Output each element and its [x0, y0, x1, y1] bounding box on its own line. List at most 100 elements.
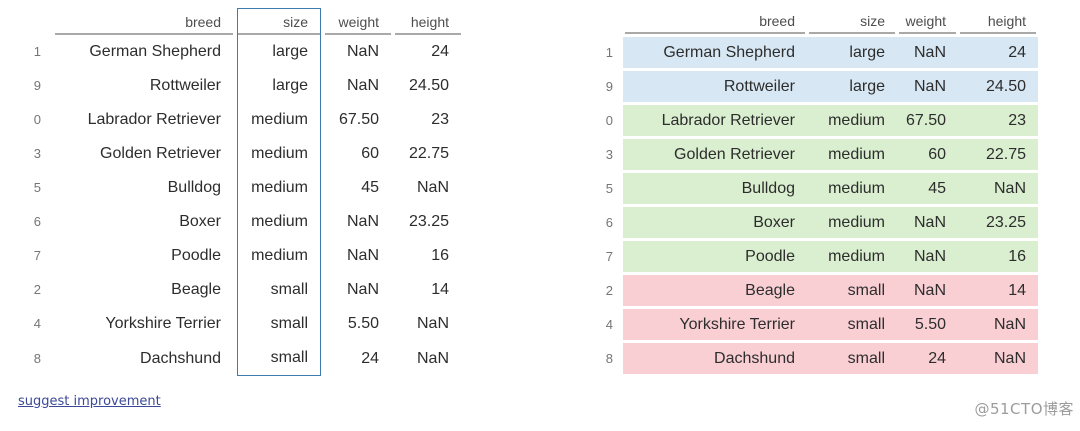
cell-breed: Beagle [623, 275, 807, 306]
row-index: 0 [18, 103, 51, 137]
table-row: 5 Bulldog medium 45 NaN [18, 171, 461, 205]
cell-weight: NaN [897, 241, 958, 272]
table-row: 7 Poodle medium NaN 16 [18, 239, 461, 273]
row-index: 4 [18, 307, 51, 341]
table-row: 6 Boxer medium NaN 23.25 [597, 207, 1038, 238]
cell-weight: 67.50 [897, 105, 958, 136]
column-header-weight: weight [897, 8, 958, 34]
cell-height: 22.75 [408, 145, 449, 162]
cell-weight: 24 [897, 343, 958, 374]
watermark-51cto: @51CTO博客 [974, 400, 1074, 418]
cell-breed: Yorkshire Terrier [623, 309, 807, 340]
cell-height: NaN [416, 315, 449, 332]
cell-weight: 60 [897, 139, 958, 170]
cell-size: medium [807, 241, 897, 272]
row-index: 9 [597, 71, 623, 102]
cell-weight: NaN [346, 213, 379, 230]
cell-size: medium [237, 171, 321, 205]
cell-height: NaN [958, 343, 1038, 374]
table-row: 3 Golden Retriever medium 60 22.75 [597, 139, 1038, 170]
cell-weight: NaN [897, 207, 958, 238]
dataframe-table: breed size weight height 1 German Shepherd lar… [14, 8, 465, 376]
cell-height: 14 [958, 275, 1038, 306]
cell-size: large [807, 71, 897, 102]
column-header-weight: weight [325, 8, 391, 35]
table-row: 7 Poodle medium NaN 16 [597, 241, 1038, 272]
row-index: 8 [597, 343, 623, 374]
row-index: 0 [597, 105, 623, 136]
table-row: 4 Yorkshire Terrier small 5.50 NaN [597, 309, 1038, 340]
row-index: 2 [597, 275, 623, 306]
cell-weight: NaN [897, 71, 958, 102]
row-index: 9 [18, 69, 51, 103]
column-header-height: height [395, 8, 461, 35]
cell-height: NaN [416, 179, 449, 196]
dataframe-row-colored: breed size weight height 1 German Shepherd lar… [597, 5, 1038, 377]
cell-breed: Golden Retriever [100, 145, 221, 162]
cell-size: small [807, 343, 897, 374]
cell-size: small [237, 273, 321, 307]
cell-height: 16 [958, 241, 1038, 272]
row-index: 3 [18, 137, 51, 171]
cell-size: medium [237, 239, 321, 273]
cell-breed: Bulldog [167, 179, 221, 196]
table-row: 8 Dachshund small 24 NaN [597, 343, 1038, 374]
cell-height: 22.75 [958, 139, 1038, 170]
cell-breed: Poodle [623, 241, 807, 272]
cell-breed: Poodle [171, 247, 221, 264]
corner-blank [597, 8, 623, 34]
column-header-height: height [958, 8, 1038, 34]
cell-height: NaN [958, 309, 1038, 340]
row-index: 6 [18, 205, 51, 239]
table-row: 4 Yorkshire Terrier small 5.50 NaN [18, 307, 461, 341]
cell-weight: 60 [361, 145, 379, 162]
cell-weight: NaN [897, 37, 958, 68]
cell-size: small [237, 341, 321, 376]
cell-breed: Dachshund [140, 349, 221, 367]
cell-height: 14 [431, 281, 449, 298]
table-row: 1 German Shepherd large NaN 24 [18, 35, 461, 69]
cell-height: NaN [958, 173, 1038, 204]
cell-height: 16 [431, 247, 449, 264]
cell-height: 24 [958, 37, 1038, 68]
table-row: 0 Labrador Retriever medium 67.50 23 [18, 103, 461, 137]
table-row: 8 Dachshund small 24 NaN [18, 341, 461, 376]
table-row: 0 Labrador Retriever medium 67.50 23 [597, 105, 1038, 136]
row-index: 5 [597, 173, 623, 204]
cell-height: 23.25 [958, 207, 1038, 238]
table-row: 3 Golden Retriever medium 60 22.75 [18, 137, 461, 171]
corner-blank [18, 8, 51, 35]
row-index: 7 [597, 241, 623, 272]
cell-breed: Bulldog [623, 173, 807, 204]
cell-weight: NaN [346, 247, 379, 264]
suggest-improvement-link[interactable]: suggest improvement [18, 394, 161, 409]
cell-height: 24.50 [958, 71, 1038, 102]
row-index: 8 [18, 341, 51, 376]
cell-size: small [807, 309, 897, 340]
table-row: 9 Rottweiler large NaN 24.50 [597, 71, 1038, 102]
cell-height: 24.50 [408, 77, 449, 94]
cell-height: 24 [431, 43, 449, 60]
cell-breed: Dachshund [623, 343, 807, 374]
cell-size: large [807, 37, 897, 68]
row-index: 7 [18, 239, 51, 273]
column-header-size: size [237, 8, 321, 35]
cell-breed: Beagle [171, 281, 221, 298]
cell-breed: German Shepherd [623, 37, 807, 68]
header-row: breed size weight height [18, 8, 461, 35]
cell-size: medium [237, 205, 321, 239]
cell-size: medium [807, 139, 897, 170]
column-header-breed: breed [623, 8, 807, 34]
cell-weight: 45 [897, 173, 958, 204]
cell-size: medium [237, 103, 321, 137]
cell-weight: NaN [897, 275, 958, 306]
cell-height: 23 [958, 105, 1038, 136]
table-row: 2 Beagle small NaN 14 [597, 275, 1038, 306]
header-row: breed size weight height [597, 8, 1038, 34]
cell-weight: NaN [346, 43, 379, 60]
cell-weight: 5.50 [897, 309, 958, 340]
column-header-breed: breed [55, 8, 233, 35]
cell-breed: Labrador Retriever [87, 111, 221, 128]
table-row: 9 Rottweiler large NaN 24.50 [18, 69, 461, 103]
